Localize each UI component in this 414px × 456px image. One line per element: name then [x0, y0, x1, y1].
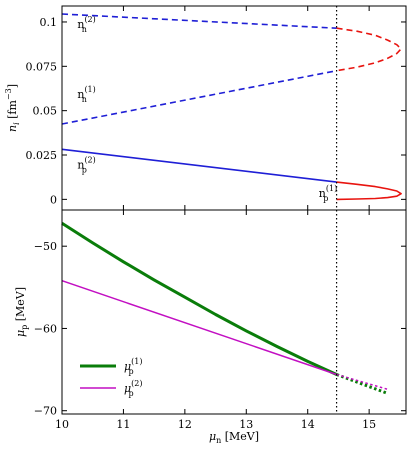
chem-pot-xtick-label: 14: [301, 418, 315, 431]
chem-pot-xtick-label: 10: [55, 418, 69, 431]
density-annotation-1: n(1) n: [77, 85, 95, 104]
density-ytick-label: 0.075: [26, 60, 58, 73]
annotation-base: n: [77, 88, 84, 101]
legend-base: μ: [124, 360, 131, 373]
density-ytick-label: 0.025: [26, 149, 58, 162]
density-annotation-2: n(2) p: [77, 155, 95, 174]
chem-pot-series-0-line: [61, 221, 338, 376]
annotation-sup: (2): [84, 155, 95, 164]
density-annotation-3: n(1) p: [319, 184, 337, 203]
density-series-0-line: [61, 13, 337, 29]
annotation-sup: (2): [84, 15, 95, 24]
annotation-sub: p: [323, 194, 328, 203]
chem-pot-xtick-label: 13: [239, 418, 253, 431]
annotation-base: n: [319, 187, 326, 200]
density-frame: [61, 5, 407, 211]
chem-pot-ytick-label: −50: [34, 240, 57, 253]
chem-pot-series-1-line: [61, 279, 337, 376]
chem-pot-xtick-label: 11: [116, 418, 130, 431]
legend-sup: (1): [131, 357, 142, 366]
chem-pot-xtick-label: 15: [362, 418, 376, 431]
legend-base: μ: [124, 382, 131, 395]
legend-entry-0: μ(1) p: [124, 357, 143, 376]
chem-pot-ylabel: μp [MeV]: [14, 287, 29, 337]
ylabel-main: n: [6, 125, 19, 132]
chem-pot-series-2-line: [336, 373, 389, 395]
chem-pot-series-3-line: [336, 373, 388, 391]
chem-pot-xlabel: μn [MeV]: [209, 430, 259, 445]
annotation-sup: (1): [84, 85, 95, 94]
legend-entry-1: μ(2) p: [124, 379, 143, 398]
density-series-2-line: [61, 148, 337, 183]
ylabel-sub: i: [12, 122, 21, 125]
density-ytick-label: 0: [50, 193, 57, 206]
density-annotation-0: n(2) n: [77, 15, 95, 34]
density-ytick-label: 0.1: [40, 16, 58, 29]
density-series-1-line: [61, 69, 337, 125]
annotation-sup: (1): [326, 184, 337, 193]
chem-pot-xtick-label: 12: [178, 418, 192, 431]
legend-sup: (2): [131, 379, 142, 388]
legend-sub: p: [129, 389, 134, 398]
ylabel-unit: [fm: [6, 100, 19, 123]
ylabel-exp: −3: [4, 88, 13, 100]
annotation-sub: n: [82, 25, 87, 34]
ylabel-main: μ: [14, 330, 27, 337]
chem-pot-ytick-label: −70: [34, 405, 57, 418]
density-series-4-line: [336, 181, 402, 201]
annotation-base: n: [77, 158, 84, 171]
ylabel-close: ]: [6, 84, 19, 88]
xlabel-unit: [MeV]: [221, 430, 259, 443]
legend-sub: p: [129, 367, 134, 376]
annotation-sub: n: [82, 95, 87, 104]
chem-pot-frame: [61, 209, 407, 415]
density-ylabel: ni [fm−3]: [4, 84, 21, 132]
xlabel-main: μ: [209, 430, 216, 443]
density-ytick-label: 0.05: [33, 105, 58, 118]
annotation-sub: p: [82, 165, 87, 174]
density-series-3-line: [336, 27, 402, 72]
ylabel-unit: [MeV]: [14, 287, 27, 325]
ylabel-sub: p: [20, 325, 29, 330]
xlabel-sub: n: [216, 436, 221, 445]
annotation-base: n: [77, 18, 84, 31]
chem-pot-legend: μ(1) pμ(2) p: [80, 357, 143, 398]
chem-pot-ytick-label: −60: [34, 322, 57, 335]
